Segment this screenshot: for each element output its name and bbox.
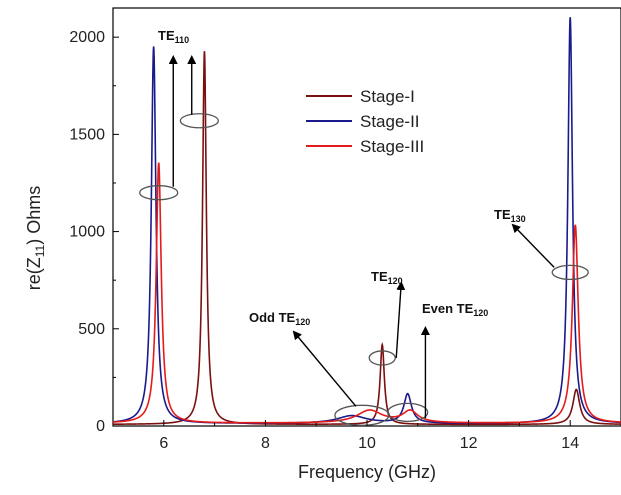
y-tick-label: 1500 <box>69 126 105 143</box>
series-line-3 <box>112 162 621 424</box>
x-tick-label: 14 <box>561 435 579 452</box>
y-axis-label-sub: 11 <box>33 244 47 257</box>
x-tick-label: 8 <box>261 435 270 452</box>
annotation-ellipse <box>551 264 589 281</box>
y-tick-label: 1000 <box>69 224 105 241</box>
annotation-ellipse <box>334 404 390 426</box>
plot-border <box>112 7 621 427</box>
series-line-1 <box>113 51 621 426</box>
y-axis-label-main: re(Z <box>24 257 44 290</box>
y-axis-label-tail: ) Ohms <box>24 186 44 245</box>
series-layer <box>112 17 621 426</box>
annotation-ellipse <box>386 402 429 423</box>
legend-label: Stage-II <box>360 112 420 131</box>
legend-label: Stage-I <box>360 87 415 106</box>
y-axis-label: re(Z11) Ohms <box>24 186 47 290</box>
x-tick-label: 12 <box>460 435 478 452</box>
series-line-2 <box>112 17 621 424</box>
annotation-label: Even TE120 <box>422 301 488 318</box>
y-tick-label: 0 <box>96 418 105 435</box>
annotation-arrow <box>395 281 406 359</box>
annotation-ellipse <box>368 350 396 366</box>
annotation-label: TE120 <box>371 269 403 286</box>
annotation-label: TE110 <box>158 28 189 45</box>
legend-label: Stage-III <box>360 137 424 156</box>
annotation-ellipse <box>179 113 220 129</box>
x-axis-label: Frequency (GHz) <box>298 462 436 482</box>
x-tick-label: 6 <box>159 435 168 452</box>
annotation-ellipse <box>139 185 179 201</box>
x-tick-label: 10 <box>358 435 376 452</box>
annotation-layer: TE110 TE120 Odd TE120 Even TE120 TE130 <box>139 28 589 426</box>
y-tick-label: 2000 <box>69 29 105 46</box>
legend: Stage-I Stage-II Stage-III <box>306 87 424 156</box>
annotation-arrow <box>511 223 555 268</box>
y-tick-label: 500 <box>78 321 105 338</box>
tick-layer: 6 8 10 12 14 0 500 1000 1500 2000 <box>69 29 579 452</box>
annotation-label: TE130 <box>494 207 526 224</box>
annotation-arrow <box>292 330 357 407</box>
plot-frame <box>112 7 621 427</box>
annotation-label: Odd TE120 <box>249 310 310 327</box>
